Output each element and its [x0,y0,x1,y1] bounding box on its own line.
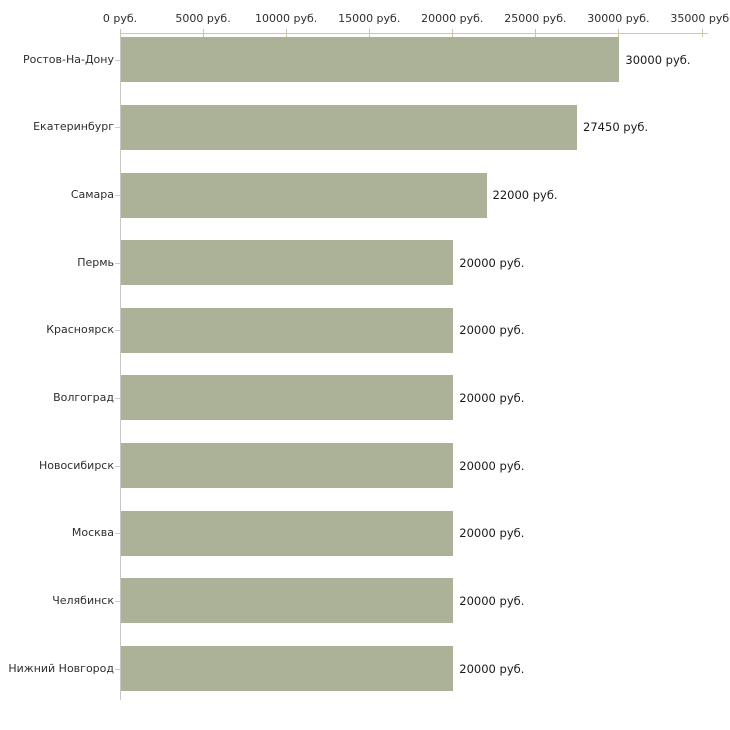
value-label: 20000 руб. [459,526,525,541]
y-tick-mark [115,59,120,61]
y-tick-mark [115,330,120,332]
x-tick-mark [286,29,288,37]
value-label: 20000 руб. [459,390,525,405]
x-axis-line [120,33,708,34]
bar [121,578,454,624]
value-label: 27450 руб. [583,120,649,135]
x-tick-mark [701,29,703,37]
x-tick-mark [120,29,121,37]
y-tick-mark [115,668,120,670]
x-tick-mark [618,29,620,37]
category-label: Пермь [77,255,114,269]
value-label: 20000 руб. [459,458,525,473]
value-label: 20000 руб. [459,323,525,338]
value-label: 20000 руб. [459,593,525,608]
x-tick-label: 0 руб. [102,12,138,25]
x-tick-label: 5000 руб. [175,12,231,25]
category-label: Нижний Новгород [8,661,114,675]
bar [121,375,454,421]
x-tick-mark [203,29,205,37]
category-label: Ростов-На-Дону [22,52,114,66]
x-tick-label: 35000 руб. [670,12,730,25]
bar [121,443,454,489]
bar [121,37,620,83]
x-tick-label: 25000 руб. [504,12,567,25]
category-label: Волгоград [53,390,114,404]
x-tick-label: 10000 руб. [255,12,318,25]
category-label: Екатеринбург [33,120,114,134]
bar [121,307,454,353]
y-tick-mark [115,600,120,602]
value-label: 20000 руб. [459,661,525,676]
y-tick-mark [115,465,120,467]
y-tick-mark [115,533,120,535]
x-tick-mark [369,29,371,37]
x-tick-label: 15000 руб. [338,12,401,25]
bar [121,104,578,150]
category-label: Красноярск [46,323,114,337]
category-label: Москва [71,526,114,540]
category-label: Самара [70,188,114,201]
x-tick-mark [535,29,537,37]
y-tick-mark [115,127,120,129]
bar [121,240,454,286]
bar [121,510,454,556]
x-tick-label: 20000 руб. [421,12,484,25]
value-label: 20000 руб. [459,255,525,270]
bar [121,646,454,692]
category-label: Челябинск [52,593,114,607]
y-tick-mark [115,397,120,399]
x-tick-mark [452,29,454,37]
bar [121,172,487,218]
y-tick-mark [115,262,120,264]
y-axis-line [120,33,121,700]
y-tick-mark [115,195,120,196]
value-label: 30000 руб. [625,52,691,67]
x-tick-label: 30000 руб. [587,12,650,25]
category-label: Новосибирск [38,458,114,472]
value-label: 22000 руб. [492,188,558,202]
